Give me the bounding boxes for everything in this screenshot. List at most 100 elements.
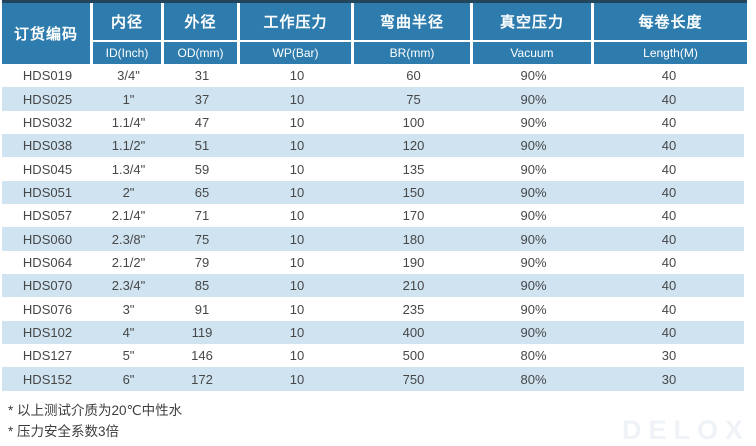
table-cell: 119 — [191, 324, 213, 340]
header-en-label: WP(Bar) — [240, 42, 351, 64]
table-header: 订货编码 内径 ID(Inch) 外径 OD(mm) 工作压力 WP(Bar) … — [2, 0, 747, 64]
table-cell: 59 — [194, 161, 210, 177]
table-cell: 1.3/4" — [111, 161, 146, 177]
table-cell: 91 — [194, 301, 210, 317]
table-cell: 235 — [402, 301, 425, 317]
table-cell: 80% — [520, 348, 547, 364]
header-vacuum-pressure: 真空压力 Vacuum — [473, 3, 591, 64]
table-cell: 2.3/8" — [111, 231, 146, 247]
header-zh-label: 内径 — [93, 3, 161, 40]
table-cell: 135 — [402, 161, 425, 177]
table-cell: 85 — [194, 278, 210, 294]
table-cell: HDS060 — [22, 231, 73, 247]
table-cell: HDS070 — [22, 278, 73, 294]
header-inner-diameter: 内径 ID(Inch) — [93, 3, 161, 64]
table-cell: HDS064 — [22, 254, 73, 270]
header-bend-radius: 弯曲半径 BR(mm) — [354, 3, 470, 64]
header-zh-label: 外径 — [164, 3, 237, 40]
table-row: HDS045 1.3/4" 59 10 135 90% 40 — [2, 157, 744, 181]
table-cell: 750 — [402, 371, 425, 387]
table-cell: 40 — [661, 208, 677, 224]
table-cell: 40 — [661, 161, 677, 177]
table-cell: 5" — [122, 348, 135, 364]
table-cell: 75 — [194, 231, 210, 247]
table-cell: 30 — [661, 371, 677, 387]
header-en-label: BR(mm) — [354, 42, 470, 64]
table-cell: 3" — [122, 301, 135, 317]
table-cell: 90% — [520, 301, 547, 317]
table-cell: 79 — [194, 254, 210, 270]
table-cell: 90% — [520, 254, 547, 270]
table-cell: 10 — [289, 208, 305, 224]
table-row: HDS070 2.3/4" 85 10 210 90% 40 — [2, 274, 744, 298]
table-cell: 90% — [520, 161, 547, 177]
table-cell: HDS057 — [22, 208, 73, 224]
header-en-label: Vacuum — [473, 42, 591, 64]
table-cell: 90% — [520, 278, 547, 294]
table-cell: HDS051 — [22, 184, 73, 200]
table-cell: 90% — [520, 184, 547, 200]
footnote-test-medium: * 以上测试介质为20℃中性水 — [8, 403, 183, 418]
table-cell: 500 — [402, 348, 425, 364]
table-cell: 90% — [520, 91, 547, 107]
header-zh-label: 真空压力 — [473, 3, 591, 40]
table-cell: HDS152 — [22, 371, 73, 387]
header-length-per-roll: 每卷长度 Length(M) — [594, 3, 747, 64]
table-row: HDS064 2.1/2" 79 10 190 90% 40 — [2, 250, 744, 275]
header-en-label: ID(Inch) — [93, 42, 161, 64]
table-cell: 210 — [402, 278, 425, 294]
table-cell: 40 — [661, 231, 677, 247]
table-cell: 10 — [289, 278, 305, 294]
footnotes: * 以上测试介质为20℃中性水 * 压力安全系数3倍 — [8, 400, 182, 442]
table-cell: 10 — [289, 161, 305, 177]
table-row: HDS127 5" 146 10 500 80% 30 — [2, 344, 744, 368]
table-cell: HDS076 — [22, 301, 73, 317]
table-cell: 90% — [520, 324, 547, 340]
table-cell: 10 — [289, 231, 305, 247]
table-cell: 150 — [402, 184, 425, 200]
table-row: HDS051 2" 65 10 150 90% 40 — [2, 180, 744, 205]
table-row: HDS019 3/4" 31 10 60 90% 40 — [2, 64, 744, 88]
header-en-label: OD(mm) — [164, 42, 237, 64]
table-cell: 90% — [520, 208, 547, 224]
table-cell: 40 — [661, 114, 677, 130]
table-cell: 31 — [194, 68, 210, 84]
table-cell: 47 — [194, 114, 210, 130]
table-cell: 120 — [402, 138, 425, 154]
table-cell: 65 — [194, 184, 210, 200]
table-cell: 10 — [289, 371, 305, 387]
table-cell: 10 — [289, 91, 305, 107]
table-cell: 10 — [289, 68, 305, 84]
table-row: HDS057 2.1/4" 71 10 170 90% 40 — [2, 204, 744, 228]
table-cell: 1.1/4" — [111, 114, 146, 130]
table-cell: 172 — [191, 371, 213, 387]
table-cell: 10 — [289, 114, 305, 130]
header-outer-diameter: 外径 OD(mm) — [164, 3, 237, 64]
header-zh-label: 每卷长度 — [594, 3, 747, 40]
table-cell: 10 — [289, 254, 305, 270]
table-cell: 2.1/4" — [111, 208, 146, 224]
table-cell: 40 — [661, 68, 677, 84]
table-cell: 60 — [406, 68, 421, 84]
table-cell: 51 — [194, 138, 210, 154]
table-cell: 180 — [402, 231, 425, 247]
table-cell: 2.1/2" — [111, 254, 146, 270]
table-cell: 2" — [122, 184, 135, 200]
table-cell: HDS032 — [22, 114, 73, 130]
table-cell: 6" — [122, 371, 135, 387]
table-cell: 1" — [122, 91, 135, 107]
table-cell: 40 — [661, 254, 677, 270]
table-cell: 190 — [402, 254, 425, 270]
table-cell: 4" — [122, 324, 135, 340]
table-row: HDS025 1" 37 10 75 90% 40 — [2, 87, 744, 111]
table-row: HDS102 4" 119 10 400 90% 40 — [2, 320, 744, 345]
table-cell: 10 — [289, 324, 305, 340]
table-cell: 400 — [402, 324, 425, 340]
brand-watermark: DELOX — [621, 415, 750, 445]
table-cell: 75 — [406, 91, 421, 107]
table-cell: 10 — [289, 301, 305, 317]
table-cell: 71 — [194, 208, 210, 224]
table-cell: 170 — [402, 208, 425, 224]
table-cell: 90% — [520, 138, 547, 154]
table-cell: 10 — [289, 348, 305, 364]
